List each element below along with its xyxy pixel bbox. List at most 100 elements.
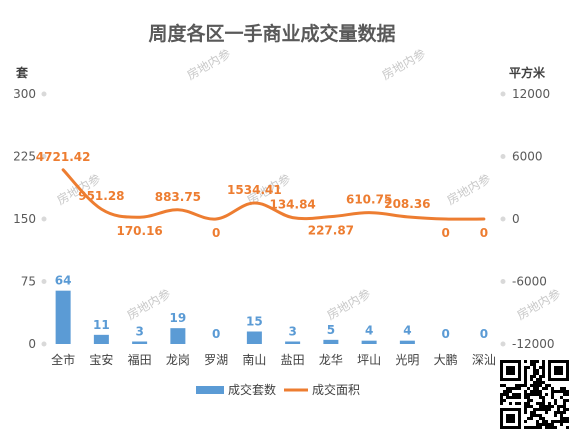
- watermark-text: 房地内参: [184, 46, 233, 83]
- qr-module: [566, 393, 569, 396]
- qr-module: [527, 396, 530, 399]
- qr-module: [533, 384, 536, 387]
- qr-module: [545, 420, 548, 423]
- qr-module: [536, 393, 539, 396]
- qr-module: [545, 384, 548, 387]
- category-label: 罗湖: [204, 352, 228, 367]
- qr-module: [548, 402, 551, 405]
- qr-module: [566, 420, 569, 423]
- qr-module: [527, 402, 530, 405]
- qr-module: [536, 372, 539, 375]
- bar: [55, 290, 71, 344]
- qr-module: [524, 411, 527, 414]
- bar: [246, 331, 262, 344]
- qr-module: [536, 408, 539, 411]
- qr-module: [524, 390, 527, 393]
- qr-module: [512, 393, 515, 396]
- bar: [93, 334, 109, 344]
- qr-module: [530, 384, 533, 387]
- qr-module: [566, 390, 569, 393]
- qr-module: [563, 420, 566, 423]
- qr-module: [566, 408, 569, 411]
- qr-module: [542, 363, 545, 366]
- qr-module: [560, 387, 563, 390]
- line-data-label: 208.36: [384, 197, 430, 211]
- left-tick-marker: [41, 216, 47, 222]
- left-axis-unit: 套: [15, 65, 29, 80]
- qr-module: [539, 378, 542, 381]
- legend-bar-label: 成交套数: [228, 382, 276, 397]
- qr-module: [539, 381, 542, 384]
- qr-module: [509, 402, 512, 405]
- qr-module: [524, 420, 527, 423]
- bar: [323, 339, 339, 344]
- qr-module: [551, 390, 554, 393]
- bar-data-label: 19: [170, 311, 187, 325]
- qr-module: [530, 360, 533, 363]
- qr-module: [533, 360, 536, 363]
- right-tick-marker: [500, 154, 506, 159]
- qr-module: [527, 405, 530, 408]
- qr-module: [530, 411, 533, 414]
- right-axis-ticks: -12000 -6000 0 6000 12000: [500, 87, 555, 351]
- qr-module: [548, 408, 551, 411]
- category-label: 深汕: [472, 353, 496, 367]
- qr-module: [545, 408, 548, 411]
- qr-module: [554, 414, 557, 417]
- qr-module: [518, 396, 521, 399]
- legend-line-label: 成交面积: [312, 382, 360, 397]
- qr-module: [524, 408, 527, 411]
- qr-module: [563, 393, 566, 396]
- qr-module: [524, 393, 527, 396]
- qr-module: [539, 390, 542, 393]
- qr-module: [563, 408, 566, 411]
- line-data-label: 1534.41: [227, 183, 282, 197]
- qr-module: [545, 387, 548, 390]
- right-tick-marker: [500, 216, 506, 222]
- qr-module: [536, 414, 539, 417]
- qr-module: [539, 423, 542, 426]
- qr-module: [566, 417, 569, 420]
- qr-module: [542, 399, 545, 402]
- qr-module: [530, 375, 533, 378]
- qr-module: [518, 402, 521, 405]
- qr-module: [560, 423, 563, 426]
- qr-module: [506, 390, 509, 393]
- qr-module: [503, 393, 506, 396]
- qr-module: [524, 381, 527, 384]
- qr-module: [560, 411, 563, 414]
- bar: [132, 341, 148, 344]
- qr-module: [566, 399, 569, 402]
- qr-module: [509, 396, 512, 399]
- qr-module: [539, 414, 542, 417]
- qr-module: [521, 384, 524, 387]
- line-path: [61, 168, 486, 221]
- qr-module: [536, 426, 539, 429]
- qr-module: [539, 384, 542, 387]
- category-label: 大鹏: [434, 353, 458, 367]
- legend: 成交套数 成交面积: [196, 382, 360, 397]
- qr-module: [533, 369, 536, 372]
- qr-module: [527, 426, 530, 429]
- qr-finder-core: [506, 414, 515, 423]
- right-tick-label: -6000: [512, 275, 547, 289]
- qr-module: [533, 390, 536, 393]
- bar: [361, 340, 377, 344]
- qr-module: [533, 414, 536, 417]
- qr-module: [560, 405, 563, 408]
- qr-module: [530, 378, 533, 381]
- qr-module: [557, 405, 560, 408]
- qr-module: [524, 378, 527, 381]
- watermark-text: 房地内参: [124, 286, 173, 323]
- qr-module: [539, 417, 542, 420]
- qr-module: [551, 405, 554, 408]
- category-label: 坪山: [357, 353, 381, 367]
- qr-module: [533, 381, 536, 384]
- qr-module: [545, 393, 548, 396]
- qr-module: [533, 426, 536, 429]
- qr-module: [554, 402, 557, 405]
- qr-module: [551, 426, 554, 429]
- qr-module: [500, 393, 503, 396]
- qr-module: [542, 375, 545, 378]
